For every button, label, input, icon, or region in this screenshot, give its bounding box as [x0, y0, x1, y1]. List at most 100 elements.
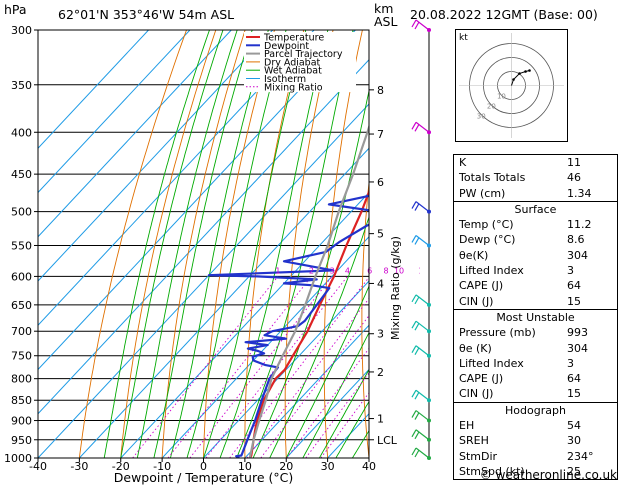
y-tick-label: 800 — [11, 373, 32, 386]
hodograph-unit-label: kt — [459, 33, 468, 43]
km-tick-label: 2 — [377, 366, 384, 379]
hodograph-label: EH — [459, 419, 475, 433]
series-point — [261, 399, 263, 401]
wind-barb — [411, 294, 431, 307]
x-axis-label: Dewpoint / Temperature (°C) — [114, 470, 293, 485]
wind-barb-flag — [411, 345, 417, 354]
dry-adiabat-line — [203, 30, 275, 458]
wind-barb-flag — [411, 201, 417, 209]
most-unstable-title: Most Unstable — [496, 310, 575, 324]
mixing-ratio-label: 2 — [309, 266, 314, 275]
series-point — [257, 350, 259, 352]
series-point — [283, 260, 285, 262]
km-tick-label: 3 — [377, 328, 384, 341]
isotherm-line — [120, 191, 369, 458]
km-tick-label: 1 — [377, 413, 384, 426]
series-point — [327, 244, 329, 247]
index-value: 11 — [567, 156, 581, 169]
series-point — [366, 131, 368, 133]
wind-barb-flag — [411, 294, 417, 303]
km-tick-label: 8 — [377, 84, 384, 97]
index-row: K 11 — [454, 155, 617, 170]
x-tick-label: 40 — [362, 460, 376, 473]
legend-entry: Isotherm — [264, 74, 306, 85]
wet-adiabat-line — [335, 400, 369, 458]
index-label: Totals Totals — [459, 171, 526, 185]
hodograph-row: StmSpd (kt) 25 — [454, 464, 617, 479]
mixing-ratio-line — [189, 276, 333, 458]
dry-adiabat-line — [120, 30, 217, 458]
mixing-ratio-line — [229, 276, 369, 458]
mixing-ratio-label: 6 — [367, 266, 372, 275]
wind-barb-flag — [411, 121, 417, 130]
series-point — [400, 29, 401, 30]
index-label: PW (cm) — [459, 186, 506, 200]
wind-barb — [411, 121, 431, 135]
unstable-row: Pressure (mb) 993 — [454, 325, 617, 340]
wet-adiabat-line — [186, 30, 287, 458]
series-point — [247, 348, 249, 350]
x-tick-label: -10 — [153, 460, 171, 473]
hodograph-ring-label: 10 — [497, 93, 506, 101]
skew-t-chart: 1234681015202530035040045050055060065070… — [4, 24, 420, 485]
series-point — [235, 455, 237, 457]
series-point — [385, 218, 386, 219]
x-tick-label: -30 — [70, 460, 88, 473]
series-point — [252, 356, 254, 358]
x-tick-label: -40 — [29, 460, 47, 473]
unstable-value: 3 — [567, 356, 574, 370]
isotherm-line — [244, 324, 369, 458]
y-tick-label: 1000 — [4, 452, 32, 465]
surface-label: Lifted Index — [459, 264, 524, 278]
legend-entry: Wet Adiabat — [264, 66, 322, 77]
unstable-label: CIN (J) — [459, 387, 494, 401]
index-value: 46 — [567, 171, 581, 185]
km-tick-label: 5 — [377, 228, 384, 241]
x-tick-label: 10 — [238, 460, 252, 473]
km-tick-label: 4 — [377, 277, 384, 290]
wind-barb-flag — [411, 320, 417, 329]
wind-barb-staff — [415, 410, 430, 422]
legend-entry: Dry Adiabat — [264, 57, 321, 68]
wet-adiabat-line — [103, 30, 210, 458]
series-point — [246, 439, 248, 441]
series-point — [316, 278, 318, 280]
isotherm-line — [38, 30, 149, 149]
unstable-value: 15 — [567, 387, 581, 401]
surface-row: CIN (J) 15 — [454, 294, 617, 309]
km-tick-label: 7 — [377, 128, 384, 141]
km-tick-label: 6 — [377, 176, 384, 189]
wind-barb-flag — [414, 412, 420, 420]
hodograph-point — [518, 72, 521, 75]
surface-value: 8.6 — [567, 233, 585, 247]
unstable-row: Lifted Index 3 — [454, 356, 617, 371]
series-point — [285, 338, 287, 340]
wind-barb — [411, 447, 431, 460]
hodograph-value: 234° — [567, 449, 594, 463]
wet-adiabat-line — [269, 215, 369, 458]
unstable-value: 993 — [567, 326, 588, 340]
series-point — [264, 364, 267, 366]
hodograph-point — [512, 78, 515, 81]
hodograph-stats-box: Hodograph EH 54 SREH 30 StmDir 234° StmSpd (kt… — [453, 402, 618, 481]
index-row: Totals Totals 46 — [454, 170, 617, 185]
isotherm-line — [38, 103, 369, 458]
wind-barb-flag — [411, 389, 417, 398]
unstable-row: θe (K) 304 — [454, 341, 617, 356]
series-point — [265, 399, 267, 401]
y-tick-label: 850 — [11, 394, 32, 407]
series-point — [256, 275, 258, 277]
mixing-ratio-line — [205, 276, 348, 458]
mixing-ratio-line — [132, 276, 279, 458]
series-point — [270, 378, 273, 380]
hodograph-point — [524, 70, 527, 73]
wind-barb-flag — [411, 235, 417, 243]
series-point — [271, 330, 273, 332]
series-point — [245, 341, 247, 343]
wind-barb-staff — [415, 294, 430, 306]
hpa-unit-label: hPa — [4, 2, 27, 17]
copyright-footer: © weatheronline.co.uk — [479, 468, 617, 482]
wet-adiabat-line — [319, 368, 369, 458]
surface-label: Temp (°C) — [459, 218, 514, 232]
series-point — [395, 185, 396, 186]
